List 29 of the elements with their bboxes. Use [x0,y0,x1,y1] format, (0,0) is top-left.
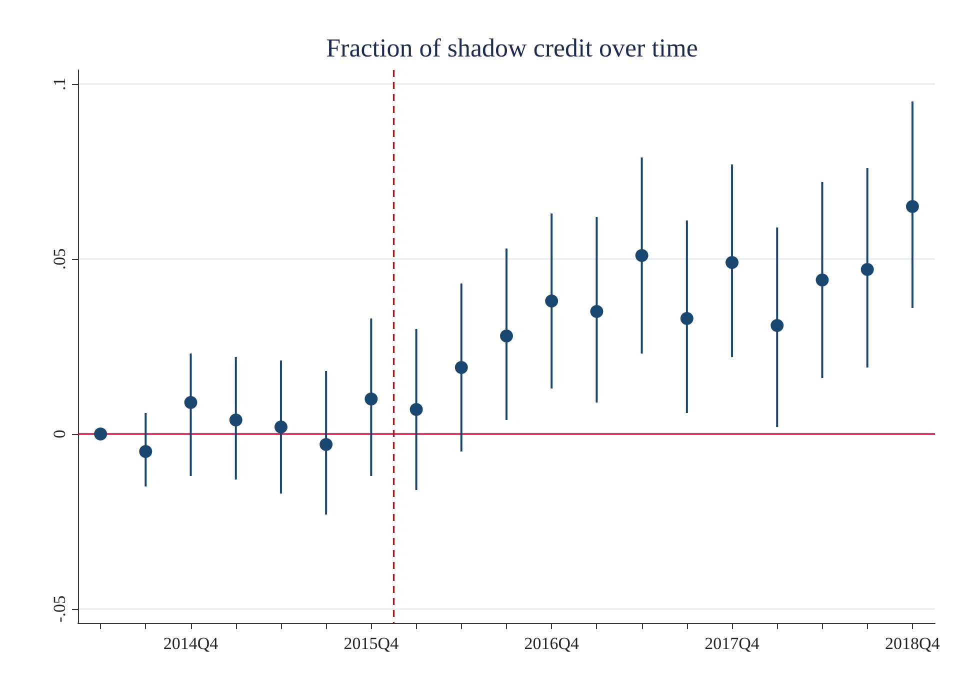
point [860,263,874,276]
point [410,403,423,416]
point [184,396,198,409]
point [590,305,604,318]
point [274,420,288,434]
x-tick-label: 2018Q4 [885,634,940,653]
point [680,312,694,325]
x-tick-label: 2015Q4 [344,634,400,653]
point [454,361,468,374]
point [320,438,333,451]
point [726,256,739,269]
chart-title: Fraction of shadow credit over time [326,34,698,62]
x-tick-label: 2016Q4 [524,634,580,653]
point [364,392,378,406]
y-tick-label: .1 [50,78,69,90]
y-tick-label: -.05 [50,596,69,622]
x-tick-label: 2014Q4 [163,634,219,653]
point [545,294,558,308]
point [500,330,513,342]
point [635,249,648,262]
point [770,319,784,332]
x-tick-label: 2017Q4 [704,634,760,653]
point [906,200,919,213]
y-tick-label: 0 [50,430,69,438]
point [816,274,829,286]
y-tick-label: .05 [50,248,69,270]
point [94,428,108,440]
point [139,445,152,458]
point [229,414,242,426]
